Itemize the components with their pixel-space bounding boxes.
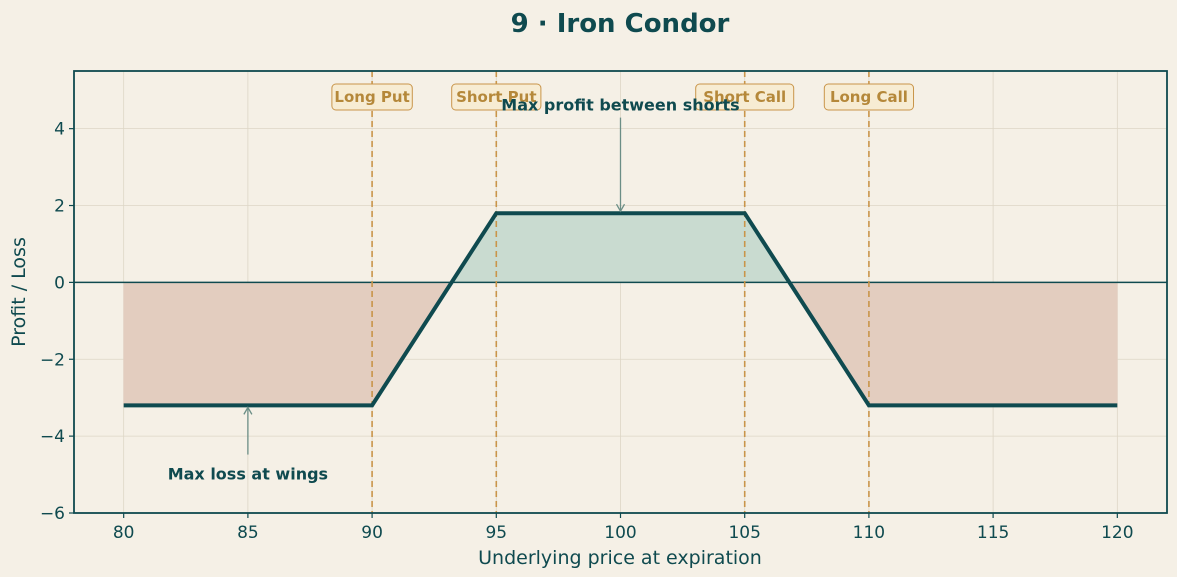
x-tick-label: 85	[237, 523, 259, 543]
loss-fill-area	[868, 282, 1118, 406]
y-tick-label: −6	[40, 504, 65, 524]
strike-label-box	[331, 83, 413, 111]
strike-label: Short Put	[456, 88, 536, 106]
strike-lines: Long Put Short Put Short Call Long Call	[331, 71, 915, 513]
strike-label: Long Put	[334, 88, 409, 106]
chart-title: 9 · Iron Condor	[511, 9, 730, 39]
annotation-text: Max loss at wings	[168, 465, 328, 484]
strike-label-box	[695, 83, 795, 111]
axes: 80 85 90 95 100 105 110 115 120 −6 −4 −2 0 2 4	[40, 70, 1168, 543]
x-tick-label: 90	[361, 523, 383, 543]
x-tick-label: 115	[977, 523, 1009, 543]
x-tick-label: 95	[485, 523, 507, 543]
x-tick-label: 105	[728, 523, 760, 543]
y-tick-label: 4	[54, 120, 65, 140]
profit-fill-area	[496, 212, 745, 283]
payoff-line-group	[123, 211, 1118, 408]
payoff-line	[123, 211, 1118, 408]
annotation-arrow-head	[615, 203, 626, 213]
x-axis-label: Underlying price at expiration	[478, 547, 762, 569]
strike-label: Long Call	[830, 88, 908, 106]
x-tick-label: 120	[1101, 523, 1133, 543]
annotation-arrow-head	[243, 406, 253, 415]
x-tick-label: 100	[604, 523, 636, 543]
y-tick-label: −2	[40, 350, 65, 370]
annotations: Max profit between shorts Max loss at win…	[168, 96, 740, 484]
x-tick-label: 110	[853, 523, 885, 543]
y-tick-label: −4	[40, 427, 65, 447]
y-tick-label: 0	[54, 273, 65, 293]
strike-label-box	[823, 83, 915, 111]
strike-label: Short Call	[703, 88, 786, 106]
y-tick-label: 2	[54, 197, 65, 217]
x-tick-label: 80	[113, 523, 135, 543]
y-axis-label: Profit / Loss	[8, 237, 30, 347]
annotation-text: Max profit between shorts	[501, 96, 739, 115]
loss-fill-area	[123, 282, 373, 406]
strike-label-box	[451, 83, 542, 111]
